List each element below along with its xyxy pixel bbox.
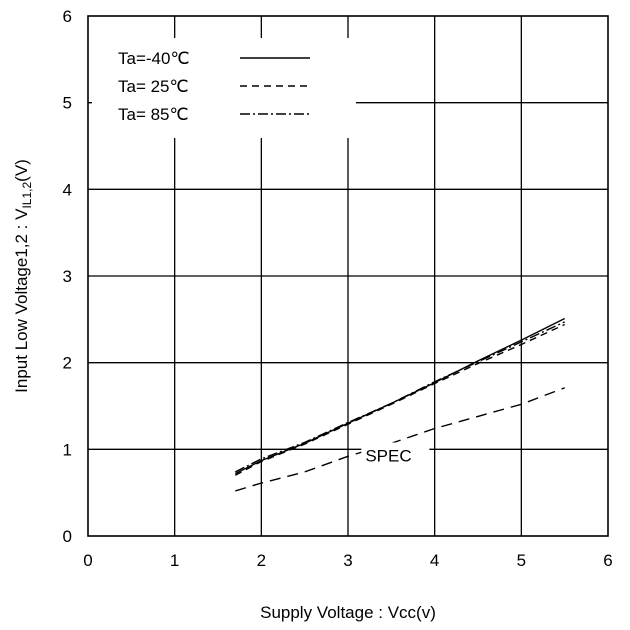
x-axis-title: Supply Voltage : Vcc(v) [260,603,436,622]
y-tick-label: 0 [63,527,72,546]
y-tick-label: 3 [63,267,72,286]
series-line-3 [234,321,565,473]
plot-frame [87,15,609,537]
legend-label: Ta= 85℃ [118,105,189,124]
y-axis-title-prefix: Input Low Voltage1,2 : V [12,208,31,393]
y-tick-label: 2 [63,354,72,373]
legend-label: Ta=-40℃ [118,49,190,68]
y-tick-label: 5 [63,94,72,113]
y-tick-label: 6 [63,7,72,26]
x-tick-label: 3 [343,551,352,570]
y-axis-title-subscript: IL1,2 [20,182,34,209]
y-axis-title: Input Low Voltage1,2 : VIL1,2(V) [12,159,34,393]
series-line-2 [234,323,565,476]
y-axis-title-suffix: (V) [12,159,31,182]
x-tick-label: 1 [170,551,179,570]
legend-background [92,38,356,138]
legend: Ta=-40℃ Ta= 25℃ Ta= 85℃ [118,49,310,124]
x-tick-label: 6 [603,551,612,570]
annotation-background [361,442,430,467]
y-tick-label: 4 [63,180,72,199]
x-tick-label: 5 [517,551,526,570]
y-tick-label: 1 [63,440,72,459]
x-tick-label: 4 [430,551,439,570]
x-tick-label: 2 [257,551,266,570]
spec-annotation: SPEC [365,446,411,465]
x-tick-label: 0 [83,551,92,570]
annotations: SPEC [361,442,430,467]
tick-labels: 0 1 2 3 4 5 6 0 1 2 3 4 5 6 [63,7,613,570]
legend-label: Ta= 25℃ [118,77,189,96]
